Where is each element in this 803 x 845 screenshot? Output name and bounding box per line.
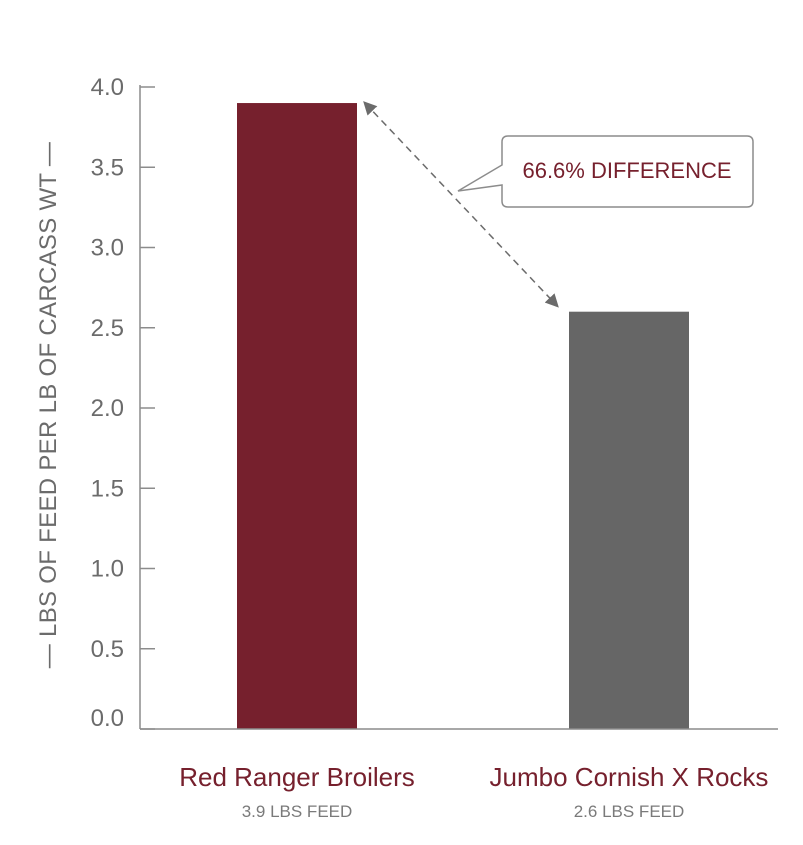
category-sublabel: 3.9 LBS FEED [242,802,353,821]
difference-callout: 66.6% DIFFERENCE [457,135,754,208]
bars [237,103,689,730]
category-label: Jumbo Cornish X Rocks [490,762,769,792]
callout-box [457,135,754,208]
y-tick-label: 3.0 [91,235,124,262]
y-axis-ticks: 0.0 0.5 1.0 1.5 2.0 2.5 3.0 3.5 4.0 [91,74,155,732]
category-labels: Red Ranger Broilers 3.9 LBS FEED Jumbo Cor… [179,762,768,821]
y-tick-label: 3.5 [91,154,124,181]
y-axis-label: — LBS OF FEED PER LB OF CARCASS WT — [35,142,62,668]
difference-arrow [363,101,559,308]
callout-text: 66.6% DIFFERENCE [522,158,731,183]
y-tick-label: 0.5 [91,636,124,663]
y-tick-label: 1.0 [91,556,124,583]
y-tick-label: 0.0 [91,705,124,732]
bar-red-ranger-broilers [237,103,357,730]
y-tick-label: 1.5 [91,475,124,502]
y-tick-label: 4.0 [91,74,124,101]
y-tick-label: 2.0 [91,395,124,422]
category-label: Red Ranger Broilers [179,762,415,792]
bar-jumbo-cornish-x-rocks [569,311,689,729]
y-tick-label: 2.5 [91,315,124,342]
category-sublabel: 2.6 LBS FEED [574,802,685,821]
